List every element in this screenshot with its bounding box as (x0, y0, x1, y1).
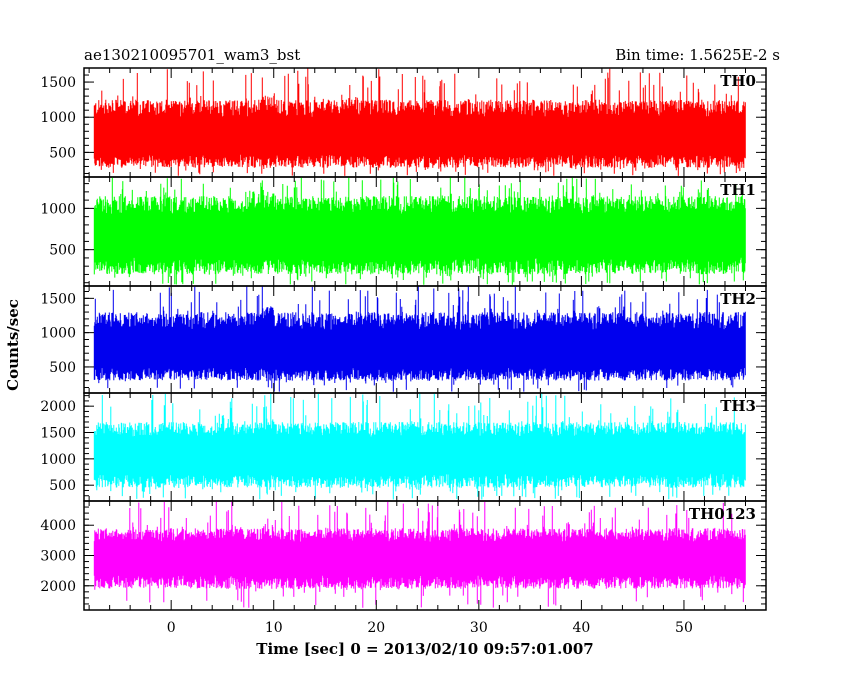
chart-title-right: Bin time: 1.5625E-2 s (615, 46, 780, 64)
y-tick-label: 500 (49, 145, 76, 161)
panel-label-th0: TH0 (720, 72, 756, 90)
y-tick-label: 2000 (40, 579, 76, 595)
y-tick-label: 1000 (40, 110, 76, 126)
panel-label-th1: TH1 (720, 181, 756, 199)
y-tick-label: 1500 (40, 426, 76, 442)
y-tick-label: 1500 (40, 75, 76, 91)
x-tick-label: 30 (470, 620, 488, 636)
y-tick-label: 3000 (40, 549, 76, 565)
y-tick-label: 2000 (40, 399, 76, 415)
y-tick-label: 500 (49, 478, 76, 494)
x-tick-label: 50 (675, 620, 693, 636)
panel-th3: TH3 500 1000 1500 2000 (40, 392, 767, 502)
panel-label-th3: TH3 (720, 397, 756, 415)
x-tick-label: 20 (367, 620, 385, 636)
y-tick-label: 1500 (40, 291, 76, 307)
panel-label-th0123: TH0123 (689, 505, 756, 523)
series-line-th0 (93, 68, 746, 176)
series-line-th2 (93, 286, 746, 392)
y-tick-label: 500 (49, 360, 76, 376)
panel-th2: TH2 500 1000 1500 (40, 285, 767, 394)
chart-title-left: ae130210095701_wam3_bst (84, 46, 300, 64)
x-tick-label: 40 (572, 620, 590, 636)
panel-th1: TH1 500 1000 (40, 176, 767, 287)
x-tick-label: 10 (265, 620, 283, 636)
x-axis-label: Time [sec] 0 = 2013/02/10 09:57:01.007 (256, 640, 593, 658)
panel-th0123: TH0123 2000 3000 4000 (40, 500, 767, 611)
y-tick-label: 1000 (40, 201, 76, 217)
series-line-th0123 (93, 501, 746, 608)
series-line-th1 (93, 177, 746, 285)
y-tick-label: 500 (49, 243, 76, 259)
panel-label-th2: TH2 (720, 290, 756, 308)
panel-th0: TH0 500 1000 1500 (40, 67, 767, 178)
y-tick-label: 1000 (40, 452, 76, 468)
series-line-th3 (93, 393, 746, 500)
y-tick-label: 4000 (40, 518, 76, 534)
x-tick-label: 0 (167, 620, 176, 636)
y-tick-label: 1000 (40, 326, 76, 342)
y-axis-label: Counts/sec (4, 299, 22, 391)
